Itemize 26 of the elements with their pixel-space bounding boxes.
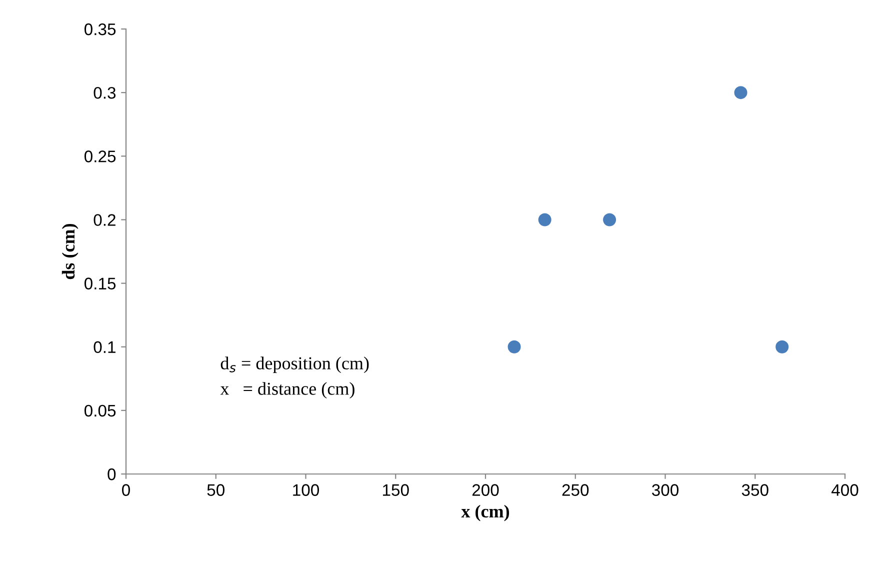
point (508, 340, 521, 354)
x-tick-label: 400 (831, 484, 858, 496)
x-tick-label: 200 (472, 484, 499, 496)
y-tick-label: 0.3 (94, 86, 116, 99)
annotation: x = distance (cm) (220, 382, 354, 399)
y-tick-label: 0.1 (94, 341, 116, 354)
x-axis-title: x (cm) (461, 504, 510, 522)
x-tick-label: 300 (652, 484, 679, 496)
point (734, 86, 748, 100)
y-tick-label: 0.2 (94, 214, 116, 226)
x-tick-label: 0 (122, 484, 130, 496)
y-tick-label: 0.35 (84, 23, 116, 36)
point (603, 213, 616, 226)
x-tick-label: 350 (742, 484, 768, 496)
y-tick-label: 0.15 (84, 278, 116, 290)
x-tick-label: 50 (207, 484, 224, 496)
point (538, 213, 552, 226)
x-tick-label: 150 (382, 484, 409, 496)
x-tick-label: 100 (293, 484, 320, 496)
point (776, 340, 789, 354)
annotation: d$_{s}$ = deposition (cm) (220, 356, 369, 374)
y-axis-title: ds (cm) (62, 224, 78, 280)
y-tick-label: 0 (108, 468, 116, 480)
x-tick-label: 250 (562, 484, 589, 496)
y-tick-label: 0.05 (84, 404, 116, 417)
y-tick-label: 0.25 (84, 150, 116, 162)
